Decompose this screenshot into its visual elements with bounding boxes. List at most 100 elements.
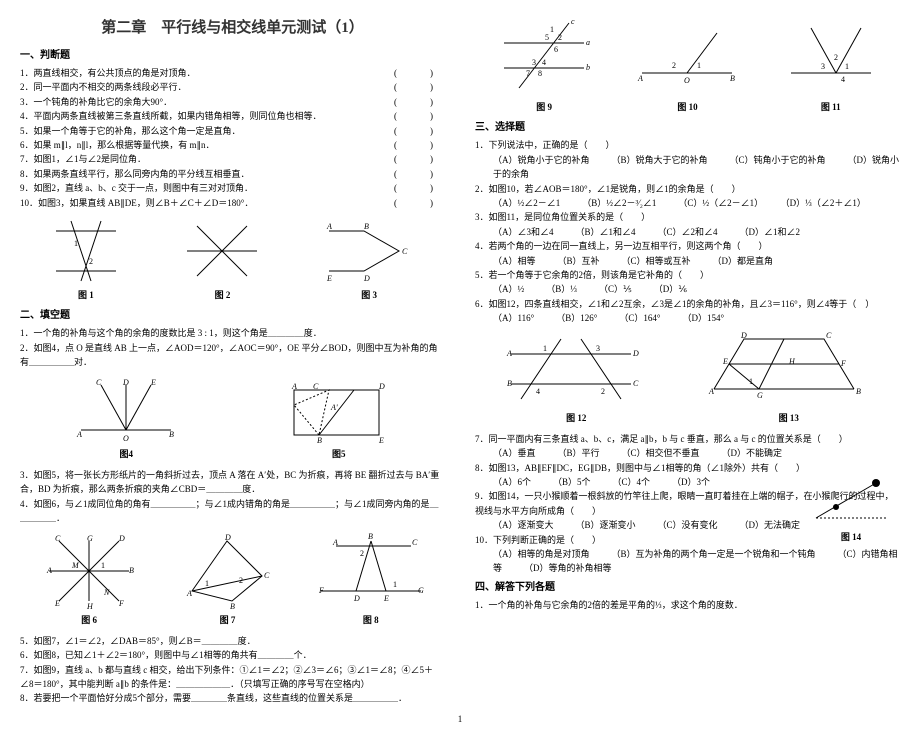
- page-footer: 1: [20, 712, 900, 726]
- svg-text:B: B: [368, 532, 373, 541]
- svg-text:C: C: [412, 538, 418, 547]
- svg-text:6: 6: [554, 45, 558, 54]
- svg-text:c: c: [571, 18, 575, 26]
- figure-5-svg: A A' D B C E: [284, 375, 394, 445]
- fill-6: 6．如图8，已知∠1＋∠2＝180°，则图中与∠1相等的角共有＿＿＿＿个．: [20, 648, 445, 662]
- figure-2-caption: 图 2: [177, 288, 267, 302]
- fill-1: 1．一个角的补角与这个角的余角的度数比是 3 : 1，则这个角是＿＿＿＿度．: [20, 326, 445, 340]
- figure-7-caption: 图 7: [177, 613, 277, 627]
- section-3-header: 三、选择题: [475, 120, 900, 136]
- svg-text:D: D: [740, 331, 747, 340]
- svg-text:3: 3: [532, 58, 536, 67]
- svg-text:a: a: [586, 38, 590, 47]
- figure-8-caption: 图 8: [316, 613, 426, 627]
- svg-text:H: H: [86, 602, 94, 611]
- svg-text:1: 1: [101, 561, 105, 570]
- svg-text:H: H: [788, 357, 796, 366]
- svg-text:3: 3: [596, 344, 600, 353]
- figure-4-svg: AOB CDE: [71, 375, 181, 445]
- svg-text:B: B: [317, 436, 322, 445]
- figure-5-caption: 图5: [284, 447, 394, 461]
- judge-item-3: 3．一个钝角的补角比它的余角大90°．( ): [20, 95, 445, 109]
- svg-text:1: 1: [74, 239, 78, 248]
- svg-text:C: C: [633, 379, 639, 388]
- svg-text:D: D: [118, 534, 125, 543]
- choice-opts-2: （A）½∠2－∠1（B）½∠2－³⁄₂∠1（C）½（∠2－∠1）（D）⅓（∠2＋…: [475, 196, 900, 210]
- choice-q-3: 3．如图11，是同位角位置关系的是（ ）: [475, 210, 900, 224]
- svg-text:E: E: [383, 594, 389, 603]
- svg-text:D: D: [363, 274, 370, 283]
- choice-opts-3: （A）∠3和∠4（B）∠1和∠4（C）∠2和∠4（D）∠1和∠2: [475, 225, 900, 239]
- svg-text:2: 2: [834, 53, 838, 62]
- judge-item-5: 5．如果一个角等于它的补角，那么这个角一定是直角．( ): [20, 124, 445, 138]
- section-2-header: 二、填空题: [20, 308, 445, 324]
- svg-text:B: B: [129, 566, 134, 575]
- figure-row-5: AD BC 13 42 图 12 DC EF AB G: [475, 329, 900, 425]
- svg-text:5: 5: [545, 33, 549, 42]
- figure-row-2: AOB CDE 图4 A A' D B C E 图5: [20, 375, 445, 461]
- svg-text:C: C: [313, 382, 319, 391]
- page-title: 第二章 平行线与相交线单元测试（1）: [20, 16, 445, 40]
- svg-text:M: M: [71, 561, 80, 570]
- svg-text:C: C: [96, 378, 102, 387]
- svg-text:C: C: [402, 247, 408, 256]
- svg-text:b: b: [586, 63, 590, 72]
- svg-text:8: 8: [538, 69, 542, 78]
- svg-text:A: A: [186, 589, 192, 598]
- svg-text:D: D: [353, 594, 360, 603]
- figure-10-svg: A O B 2 1: [632, 18, 742, 98]
- fill-7: 7．如图9，直线 a、b 都与直线 c 相交，给出下列条件：①∠1＝∠2；②∠3…: [20, 663, 445, 692]
- svg-text:E: E: [722, 357, 728, 366]
- choice-q-7: 7．同一平面内有三条直线 a、b、c，满足 a∥b，b 与 c 垂直，那么 a …: [475, 432, 900, 446]
- svg-text:1: 1: [205, 579, 209, 588]
- svg-text:F: F: [318, 586, 324, 595]
- svg-text:E: E: [326, 274, 332, 283]
- choice-opts-7: （A）垂直（B）平行（C）相交但不垂直（D）不能确定: [475, 446, 900, 460]
- svg-text:4: 4: [536, 387, 540, 396]
- judge-item-2: 2．同一平面内不相交的两条线段必平行．( ): [20, 80, 445, 94]
- figure-6-svg: 1 AB CD M G H ENF: [39, 531, 139, 611]
- section-4-header: 四、解答下列各题: [475, 580, 900, 596]
- figure-9-caption: 图 9: [494, 100, 594, 114]
- figure-12-caption: 图 12: [501, 411, 651, 425]
- figure-13-svg: DC EF AB G H 1: [704, 329, 874, 409]
- svg-text:B: B: [507, 379, 512, 388]
- answer-1: 1．一个角的补角与它余角的2倍的差是平角的⅓，求这个角的度数．: [475, 598, 900, 612]
- svg-text:4: 4: [542, 58, 546, 67]
- svg-text:F: F: [840, 359, 846, 368]
- svg-text:A': A': [330, 403, 338, 412]
- fill-8: 8．若要把一个平面恰好分成5个部分，需要＿＿＿＿条直线，这些直线的位置关系是＿＿…: [20, 691, 445, 705]
- svg-text:A: A: [291, 382, 297, 391]
- svg-text:2: 2: [558, 33, 562, 42]
- svg-text:7: 7: [526, 69, 530, 78]
- svg-text:A: A: [332, 538, 338, 547]
- svg-text:D: D: [122, 378, 129, 387]
- svg-text:A: A: [708, 387, 714, 396]
- figure-2-svg: [177, 216, 267, 286]
- svg-text:F: F: [118, 599, 124, 608]
- fill-2: 2．如图4，点 O 是直线 AB 上一点，∠AOD＝120°，∠AOC＝90°，…: [20, 341, 445, 370]
- figure-1-svg: 1 2: [46, 216, 126, 286]
- svg-text:C: C: [264, 571, 270, 580]
- svg-text:2: 2: [89, 257, 93, 266]
- figure-11-caption: 图 11: [781, 100, 881, 114]
- figure-row-4: a b c 12 56 34 78 图 9 A O B 2: [475, 18, 900, 114]
- choice-opts-4: （A）相等（B）互补（C）相等或互补（D）都是直角: [475, 254, 900, 268]
- svg-text:1: 1: [697, 61, 701, 70]
- figure-10-caption: 图 10: [632, 100, 742, 114]
- svg-text:B: B: [730, 74, 735, 83]
- section-1-header: 一、判断题: [20, 48, 445, 64]
- figure-4-caption: 图4: [71, 447, 181, 461]
- judge-item-10: 10．如图3，如果直线 AB∥DE，则∠B＋∠C＋∠D＝180°．( ): [20, 196, 445, 210]
- judge-item-6: 6．如果 m∥l，n∥l，那么根据等量代换，有 m∥n．( ): [20, 138, 445, 152]
- choice-q-5: 5．若一个角等于它余角的2倍，则该角是它补角的（ ）: [475, 268, 900, 282]
- choice-q-6: 6．如图12，四条直线相交，∠1和∠2互余，∠3是∠1的余角的补角，且∠3＝11…: [475, 297, 900, 311]
- svg-text:B: B: [230, 602, 235, 611]
- fill-4: 4．如图6，与∠1成同位角的角有＿＿＿＿＿；与∠1成内错角的角是＿＿＿＿＿；与∠…: [20, 497, 445, 526]
- judge-item-9: 9．如图2，直线 a、b、c 交于一点，则图中有三对对顶角．( ): [20, 181, 445, 195]
- svg-text:2: 2: [239, 576, 243, 585]
- svg-text:B: B: [856, 387, 861, 396]
- fill-5: 5．如图7，∠1＝∠2，∠DAB＝85°，则∠B＝＿＿＿＿度．: [20, 634, 445, 648]
- choice-opts-10: （A）相等的角是对顶角（B）互为补角的两个角一定是一个锐角和一个钝角（C）内错角…: [475, 547, 900, 576]
- svg-text:1: 1: [550, 25, 554, 34]
